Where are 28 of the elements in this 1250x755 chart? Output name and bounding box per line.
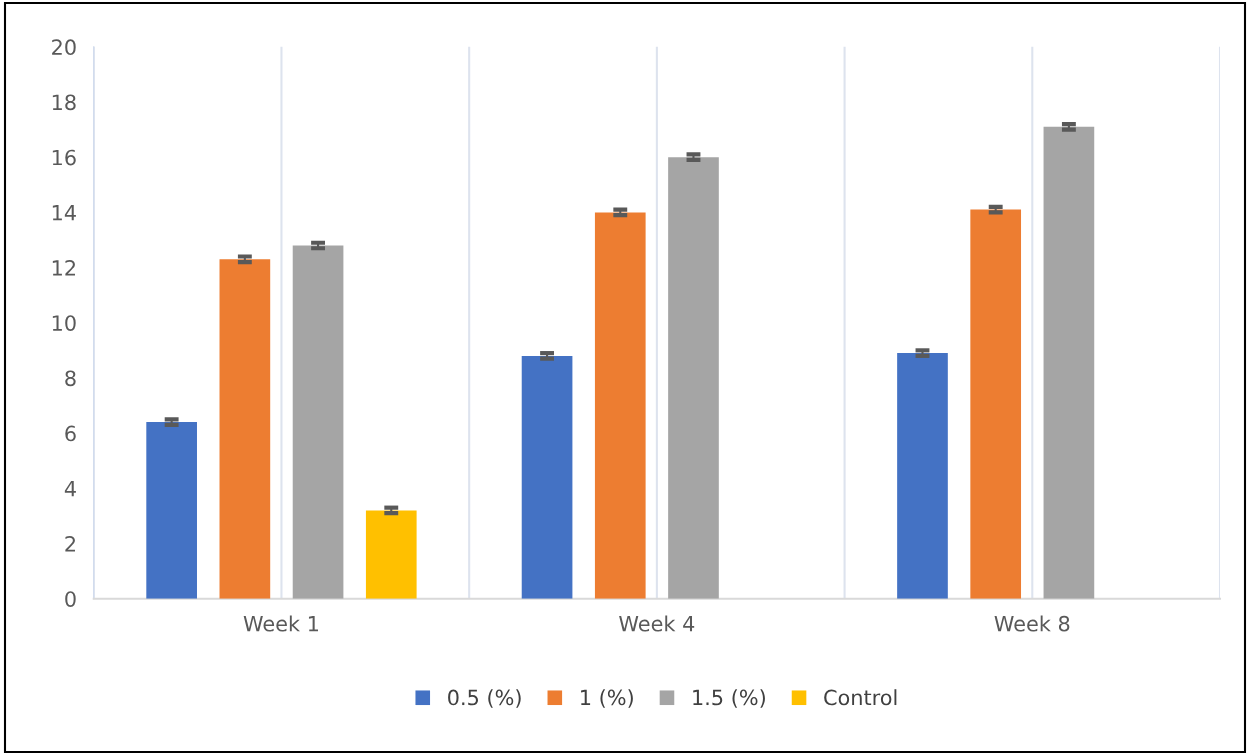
legend-label: 1.5 (%): [693, 689, 765, 708]
y-tick-label: 4: [64, 481, 76, 497]
bar: [219, 259, 271, 599]
bar: [146, 422, 197, 599]
x-tick-label: Week 1: [243, 615, 319, 632]
y-tick-label: 6: [65, 425, 76, 442]
y-tick-label: 12: [52, 260, 75, 276]
legend-label: 0.5 (%): [448, 689, 521, 708]
bar: [365, 510, 417, 599]
y-tick-label: 16: [52, 149, 76, 166]
y-tick-label: 8: [65, 370, 76, 387]
x-tick-label: Week 4: [619, 615, 695, 632]
legend-label: Control: [824, 689, 897, 706]
y-tick-label: 18: [52, 94, 76, 111]
bar: [292, 245, 344, 599]
legend-label: 1 (%): [581, 689, 633, 708]
bar: [521, 355, 573, 599]
bar: [668, 157, 719, 599]
y-tick-label: 20: [52, 39, 76, 56]
bar: [1043, 126, 1095, 599]
y-tick-label: 14: [52, 205, 76, 221]
bar: [897, 353, 948, 599]
y-tick-label: 2: [65, 535, 75, 552]
bar: [970, 209, 1022, 599]
x-tick-label: Week 8: [994, 615, 1070, 632]
bar: [594, 212, 646, 599]
y-tick-label: 0: [65, 591, 76, 607]
y-tick-label: 10: [52, 315, 76, 331]
